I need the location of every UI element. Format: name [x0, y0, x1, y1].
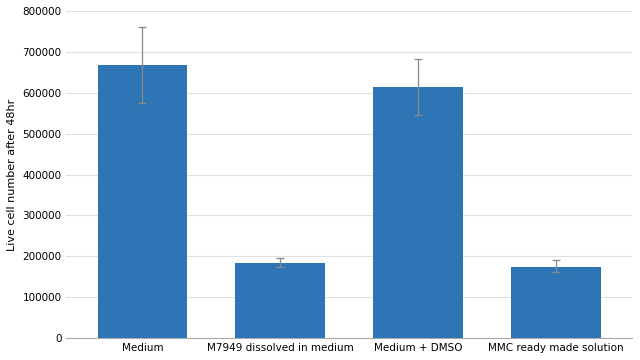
- Bar: [236, 262, 325, 338]
- Bar: [97, 66, 187, 338]
- Y-axis label: Live cell number after 48hr: Live cell number after 48hr: [7, 98, 17, 251]
- Bar: [511, 267, 601, 338]
- Bar: [373, 87, 463, 338]
